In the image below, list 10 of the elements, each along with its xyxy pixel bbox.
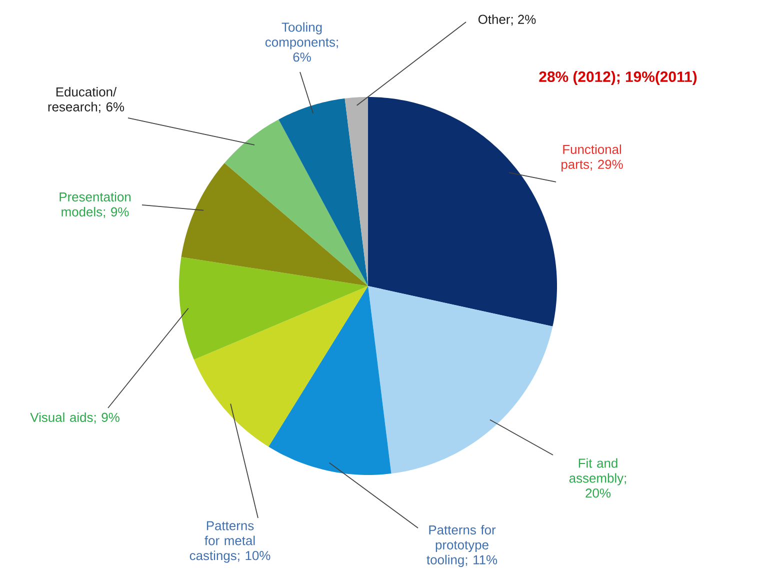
slice-label: Tooling components; 6% (265, 22, 338, 62)
slice-label: Functional parts; 29% (562, 144, 623, 172)
slice-label: Fit and assembly; 20% (569, 458, 626, 498)
slice-label: Presentation models; 9% (60, 192, 131, 218)
slice-label: Visual aids; 9% (30, 412, 120, 424)
text: 28% (2012); 19%(2011) (539, 71, 697, 85)
slice-label: Patterns for metal castings; 10% (190, 521, 270, 563)
slice-label: Education/ research; 6% (48, 86, 124, 113)
slice-label: Patterns for prototype tooling; 11% (426, 525, 498, 567)
slice-label: Other; 2% (478, 14, 536, 26)
